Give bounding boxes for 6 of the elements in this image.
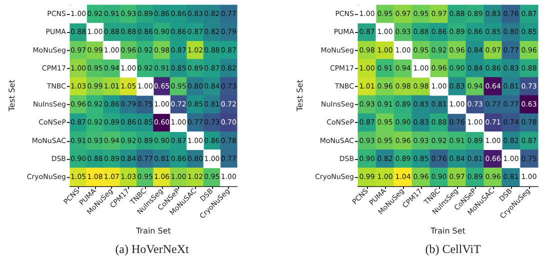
x-axis-title: Train Set xyxy=(430,226,466,236)
text: (a) HoVerNeXt xyxy=(115,242,190,256)
x-axis-title: Train Set xyxy=(135,226,171,236)
y-axis-title: Test Set xyxy=(8,80,16,112)
y-axis-title: Test Set xyxy=(296,80,305,112)
text: (b) CellViT xyxy=(425,242,482,256)
